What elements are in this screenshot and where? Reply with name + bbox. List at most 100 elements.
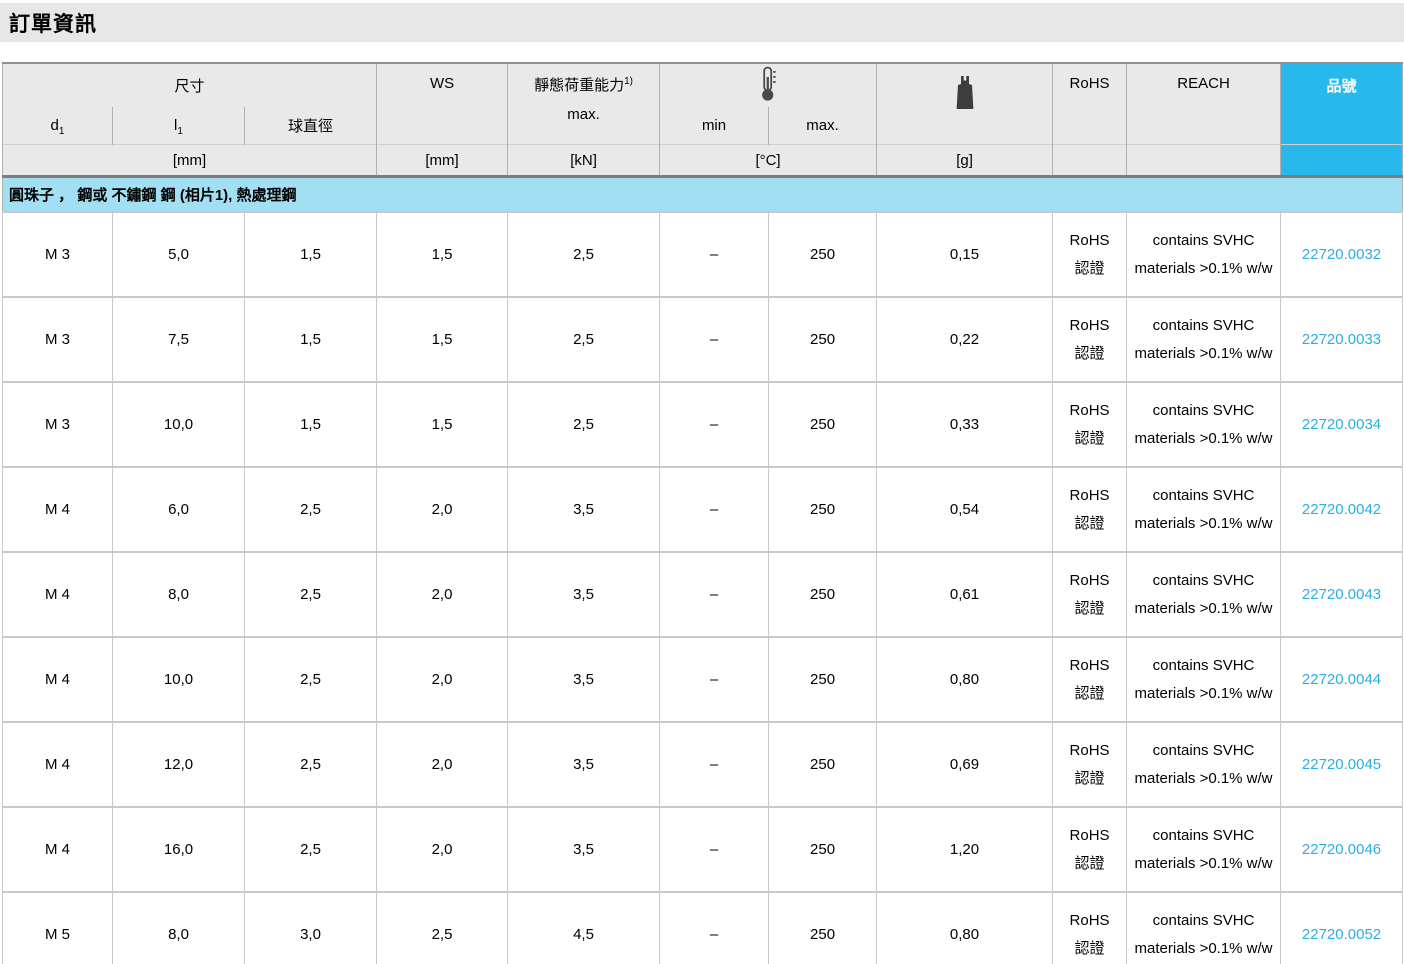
unit-static-load: [kN] xyxy=(507,144,661,178)
col-header-ws: WS xyxy=(376,62,509,145)
order-table: 尺寸 WS 靜態荷重能力1) max. xyxy=(1,62,1404,964)
part-number-link[interactable]: 22720.0046 xyxy=(1301,841,1382,858)
col-header-d1: d1 xyxy=(2,107,113,145)
unit-reach-empty xyxy=(1126,144,1282,178)
col-header-temp-min: min xyxy=(659,107,770,145)
cell-part-number: 22720.0043 xyxy=(1280,551,1404,638)
cell-temp-min: – xyxy=(659,381,770,468)
cell-reach-status: contains SVHC materials >0.1% w/w xyxy=(1126,296,1282,383)
cell-temp-min: – xyxy=(659,806,770,893)
cell-ws: 2,0 xyxy=(376,551,509,638)
cell-d1: M 4 xyxy=(2,806,113,893)
cell-l1: 5,0 xyxy=(112,211,245,298)
page-title: 訂單資訊 xyxy=(9,12,97,36)
col-header-weight xyxy=(876,62,1054,145)
page-title-bar: 訂單資訊 xyxy=(0,3,1404,42)
part-number-link[interactable]: 22720.0052 xyxy=(1301,926,1382,943)
cell-ws: 2,5 xyxy=(376,891,509,964)
cell-part-number: 22720.0032 xyxy=(1280,211,1404,298)
thermometer-icon xyxy=(761,66,776,102)
cell-rohs-status: RoHS 認證 xyxy=(1052,551,1128,638)
weight-icon xyxy=(952,75,978,113)
part-number-link[interactable]: 22720.0034 xyxy=(1301,416,1382,433)
cell-d1: M 5 xyxy=(2,891,113,964)
cell-temp-max: 250 xyxy=(768,636,878,723)
cell-static-load: 2,5 xyxy=(507,296,661,383)
cell-ball-diameter: 2,5 xyxy=(243,636,378,723)
cell-weight: 0,54 xyxy=(876,466,1054,553)
part-number-link[interactable]: 22720.0032 xyxy=(1301,246,1382,263)
cell-temp-max: 250 xyxy=(768,891,878,964)
cell-reach-status: contains SVHC materials >0.1% w/w xyxy=(1126,211,1282,298)
cell-rohs-status: RoHS 認證 xyxy=(1052,296,1128,383)
cell-d1: M 4 xyxy=(2,636,113,723)
part-number-link[interactable]: 22720.0033 xyxy=(1301,331,1382,348)
cell-ws: 2,0 xyxy=(376,636,509,723)
cell-reach-status: contains SVHC materials >0.1% w/w xyxy=(1126,551,1282,638)
cell-ws: 1,5 xyxy=(376,296,509,383)
cell-d1: M 4 xyxy=(2,551,113,638)
cell-ball-diameter: 1,5 xyxy=(243,381,378,468)
footnote-marker: 1) xyxy=(624,76,633,87)
cell-d1: M 3 xyxy=(2,381,113,468)
cell-part-number: 22720.0052 xyxy=(1280,891,1404,964)
cell-reach-status: contains SVHC materials >0.1% w/w xyxy=(1126,721,1282,808)
cell-temp-min: – xyxy=(659,636,770,723)
cell-reach-status: contains SVHC materials >0.1% w/w xyxy=(1126,806,1282,893)
cell-temp-min: – xyxy=(659,551,770,638)
cell-ws: 2,0 xyxy=(376,806,509,893)
col-header-rohs: RoHS xyxy=(1052,62,1128,145)
unit-part-number-empty xyxy=(1280,144,1404,178)
part-number-link[interactable]: 22720.0044 xyxy=(1301,671,1382,688)
cell-d1: M 3 xyxy=(2,296,113,383)
cell-temp-max: 250 xyxy=(768,211,878,298)
cell-temp-max: 250 xyxy=(768,381,878,468)
unit-weight: [g] xyxy=(876,144,1054,178)
cell-temp-max: 250 xyxy=(768,806,878,893)
part-number-link[interactable]: 22720.0043 xyxy=(1301,586,1382,603)
cell-ball-diameter: 3,0 xyxy=(243,891,378,964)
table-row: M 4 8,0 2,5 2,0 3,5 – 250 0,61 RoHS 認證 c… xyxy=(2,551,1404,638)
unit-ws: [mm] xyxy=(376,144,509,178)
table-row: M 3 10,0 1,5 1,5 2,5 – 250 0,33 RoHS 認證 … xyxy=(2,381,1404,468)
cell-rohs-status: RoHS 認證 xyxy=(1052,636,1128,723)
cell-d1: M 3 xyxy=(2,211,113,298)
cell-rohs-status: RoHS 認證 xyxy=(1052,891,1128,964)
cell-static-load: 2,5 xyxy=(507,211,661,298)
cell-static-load: 3,5 xyxy=(507,721,661,808)
cell-temp-min: – xyxy=(659,891,770,964)
cell-d1: M 4 xyxy=(2,721,113,808)
col-header-reach: REACH xyxy=(1126,62,1282,145)
table-row: M 4 6,0 2,5 2,0 3,5 – 250 0,54 RoHS 認證 c… xyxy=(2,466,1404,553)
cell-l1: 7,5 xyxy=(112,296,245,383)
cell-weight: 0,69 xyxy=(876,721,1054,808)
part-number-link[interactable]: 22720.0045 xyxy=(1301,756,1382,773)
cell-ball-diameter: 2,5 xyxy=(243,806,378,893)
cell-temp-max: 250 xyxy=(768,721,878,808)
col-header-part-number: 品號 xyxy=(1280,62,1404,145)
cell-static-load: 3,5 xyxy=(507,636,661,723)
cell-ball-diameter: 2,5 xyxy=(243,721,378,808)
cell-d1: M 4 xyxy=(2,466,113,553)
cell-ws: 1,5 xyxy=(376,381,509,468)
cell-l1: 8,0 xyxy=(112,891,245,964)
cell-ball-diameter: 1,5 xyxy=(243,296,378,383)
col-header-dimensions: 尺寸 xyxy=(1,62,378,107)
cell-part-number: 22720.0033 xyxy=(1280,296,1404,383)
unit-rohs-empty xyxy=(1052,144,1128,178)
cell-part-number: 22720.0045 xyxy=(1280,721,1404,808)
part-number-link[interactable]: 22720.0042 xyxy=(1301,501,1382,518)
cell-ball-diameter: 2,5 xyxy=(243,466,378,553)
cell-rohs-status: RoHS 認證 xyxy=(1052,721,1128,808)
col-header-temperature xyxy=(659,62,878,107)
static-load-max-label: max. xyxy=(567,106,600,123)
col-header-l1: l1 xyxy=(112,107,245,145)
unit-temperature: [°C] xyxy=(659,144,878,178)
cell-l1: 6,0 xyxy=(112,466,245,553)
table-row: M 4 12,0 2,5 2,0 3,5 – 250 0,69 RoHS 認證 … xyxy=(2,721,1404,808)
table-row: M 4 10,0 2,5 2,0 3,5 – 250 0,80 RoHS 認證 … xyxy=(2,636,1404,723)
cell-static-load: 3,5 xyxy=(507,806,661,893)
cell-weight: 0,15 xyxy=(876,211,1054,298)
order-table-container: 尺寸 WS 靜態荷重能力1) max. xyxy=(1,62,1404,964)
cell-l1: 16,0 xyxy=(112,806,245,893)
